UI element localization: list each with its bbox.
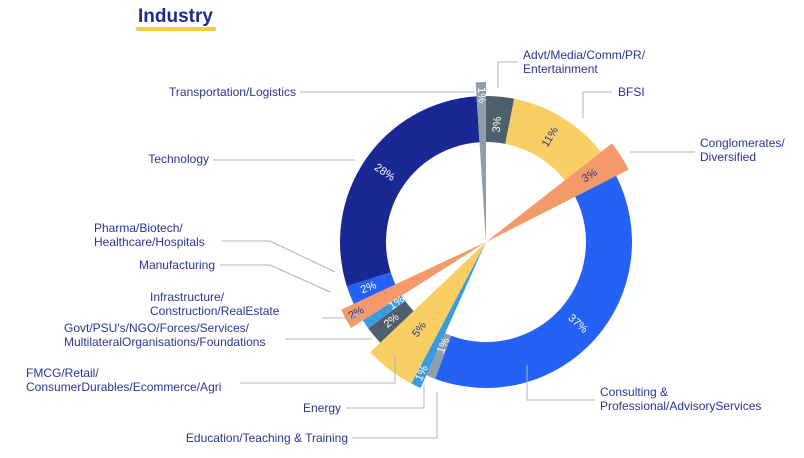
slice-pct-label: 2% <box>359 279 378 296</box>
slice-0 <box>486 96 515 144</box>
label-line: Education/Teaching & Training <box>185 431 348 445</box>
label-line: Infrastructure/ <box>150 290 225 304</box>
slice-2 <box>486 143 629 242</box>
legend-label-technology: Technology <box>148 152 209 166</box>
label-line: Diversified <box>700 150 757 164</box>
legend-label-transportation: Transportation/Logistics <box>169 85 296 99</box>
legend-label-consulting: Consulting & Professional/AdvisoryService… <box>600 385 761 413</box>
label-line: Govt/PSU's/NGO/Forces/Services/ <box>64 321 249 335</box>
legend-label-fmcg: FMCG/Retail/ConsumerDurables/Ecommerce/A… <box>26 366 221 394</box>
legend-label-govt: Govt/PSU's/NGO/Forces/Services/Multilate… <box>64 321 265 349</box>
leader-line <box>322 312 359 319</box>
label-line: Energy <box>302 401 341 415</box>
leader-line <box>582 91 612 118</box>
slice-5 <box>411 242 486 389</box>
legend-label-conglomerates: Conglomerates/Diversified <box>700 136 785 164</box>
slice-6 <box>370 242 486 384</box>
legend-label-manufacturing: Manufacturing <box>139 258 215 272</box>
legend-label-energy: Energy <box>303 401 341 415</box>
label-line: Entertainment <box>523 62 598 76</box>
label-line: Advt/Media/Comm/PR/ <box>523 48 646 62</box>
legend-label-education: Education/Teaching & Training <box>186 431 348 445</box>
slice-pct-label: 1% <box>475 87 488 103</box>
leader-line <box>222 240 336 273</box>
legend-label-pharma: Pharma/Biotech/Healthcare/Hospitals <box>94 221 205 249</box>
slice-10 <box>346 272 396 304</box>
legend-label-infrastructure: Infrastructure/Construction/RealEstate <box>150 290 279 318</box>
label-line: FMCG/Retail/ <box>26 366 99 380</box>
label-line: MultilateralOrganisations/Foundations <box>64 335 266 349</box>
slice-12 <box>475 82 486 242</box>
slice-7 <box>368 301 414 343</box>
label-line: Transportation/Logistics <box>169 85 296 99</box>
title-underline <box>136 27 216 31</box>
legend-label-bfsi: BFSI <box>618 85 645 99</box>
slice-4 <box>426 333 452 379</box>
label-line: Construction/RealEstate <box>150 304 280 318</box>
legend-label-advt: Advt/Media/Comm/PR/Entertainment <box>523 48 645 76</box>
slice-pct-label: 1% <box>435 336 452 355</box>
label-line: Consulting & <box>600 385 669 399</box>
leader-line <box>526 365 595 401</box>
label-line: Technology <box>148 152 209 166</box>
slice-3 <box>435 175 632 388</box>
leader-line <box>346 385 425 409</box>
label-line: Healthcare/Hospitals <box>94 235 205 249</box>
slice-pct-label: 3% <box>491 116 505 133</box>
label-line: ConsumerDurables/Ecommerce/Agri <box>26 380 222 394</box>
slice-labels: 3%11%3%37%1%1%5%2%1%2%2%28%1% <box>346 87 599 383</box>
chart-title: Industry <box>138 6 213 27</box>
label-line: Conglomerates/ <box>700 136 785 150</box>
leader-line <box>240 355 396 384</box>
label-line: Pharma/Biotech/ <box>94 221 183 235</box>
slice-9 <box>341 242 486 328</box>
label-line: Professional/AdvisoryServices <box>600 399 762 413</box>
label-line: BFSI <box>618 85 645 99</box>
leader-line <box>497 61 518 88</box>
leader-lines <box>213 61 695 439</box>
slice-8 <box>362 295 406 329</box>
slices <box>339 82 632 389</box>
slice-11 <box>339 96 480 287</box>
leader-line <box>352 392 438 439</box>
label-line: Manufacturing <box>138 258 215 272</box>
leader-line <box>220 264 331 293</box>
slice-1 <box>505 98 601 181</box>
